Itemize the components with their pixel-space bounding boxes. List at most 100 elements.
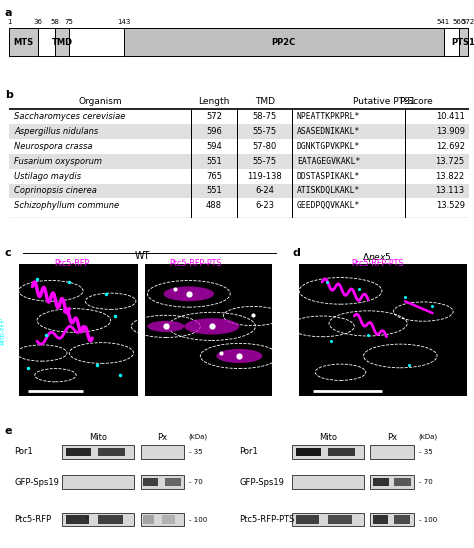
Bar: [9, 28, 469, 56]
Bar: [292, 513, 364, 526]
Text: Ptc5-RFP: Ptc5-RFP: [54, 259, 89, 268]
Text: Por1: Por1: [14, 447, 33, 456]
Bar: [98, 515, 123, 524]
Text: - 100: - 100: [189, 517, 207, 523]
Bar: [296, 448, 321, 456]
Bar: [154, 448, 160, 456]
Text: PTS1: PTS1: [452, 37, 474, 47]
Bar: [394, 478, 411, 487]
Bar: [394, 515, 410, 524]
Text: 12.692: 12.692: [436, 142, 465, 151]
Text: 119-138: 119-138: [247, 172, 282, 181]
Text: DDSTASPIKAKL*: DDSTASPIKAKL*: [297, 172, 360, 181]
Bar: [292, 476, 364, 489]
Text: P-Score: P-Score: [399, 98, 432, 106]
Text: 488: 488: [206, 201, 222, 210]
Text: TMD: TMD: [52, 37, 73, 47]
Text: 58-75: 58-75: [253, 112, 277, 121]
Bar: [459, 28, 468, 56]
Text: 13.725: 13.725: [436, 157, 465, 166]
Text: DGNKTGPVKPKL*: DGNKTGPVKPKL*: [297, 142, 360, 151]
Text: Coprinopsis cinerea: Coprinopsis cinerea: [14, 186, 97, 196]
Text: 572: 572: [206, 112, 222, 121]
Text: b: b: [5, 90, 13, 100]
Text: - 70: - 70: [419, 479, 432, 485]
Text: Fusarium oxysporum: Fusarium oxysporum: [14, 157, 102, 166]
Bar: [370, 445, 414, 459]
Text: 572: 572: [462, 19, 474, 25]
Ellipse shape: [164, 287, 214, 301]
Bar: [9, 139, 469, 154]
Bar: [9, 154, 469, 169]
Bar: [145, 264, 272, 396]
Text: TMD: TMD: [255, 98, 274, 106]
Bar: [370, 476, 414, 489]
Bar: [370, 513, 414, 526]
Text: Mito: Mito: [89, 433, 107, 442]
Bar: [163, 515, 175, 524]
Bar: [140, 513, 184, 526]
Text: Ptc5-RFP-PTS: Ptc5-RFP-PTS: [239, 515, 295, 524]
Text: d: d: [292, 248, 300, 258]
Text: 594: 594: [206, 142, 222, 151]
Text: 13.529: 13.529: [436, 201, 465, 210]
Bar: [292, 445, 364, 459]
Text: 55-75: 55-75: [253, 157, 277, 166]
Text: 560: 560: [452, 19, 465, 25]
Bar: [143, 515, 154, 524]
Text: 6-24: 6-24: [255, 186, 274, 196]
Text: 57-80: 57-80: [253, 142, 277, 151]
Ellipse shape: [184, 318, 239, 334]
Bar: [9, 198, 469, 213]
Text: Length: Length: [199, 98, 230, 106]
Text: Mito: Mito: [319, 433, 337, 442]
Text: Neurospora crassa: Neurospora crassa: [14, 142, 92, 151]
Bar: [299, 264, 467, 396]
Bar: [9, 124, 469, 139]
Ellipse shape: [147, 321, 184, 332]
Text: 551: 551: [206, 157, 222, 166]
Bar: [143, 478, 158, 487]
Text: $\Delta$$\it{pex5}$: $\Delta$$\it{pex5}$: [363, 251, 392, 264]
Text: 13.822: 13.822: [436, 172, 465, 181]
Bar: [373, 478, 389, 487]
Text: 1: 1: [7, 19, 12, 25]
Text: EATAGEGVKAKL*: EATAGEGVKAKL*: [297, 157, 360, 166]
Text: - 70: - 70: [189, 479, 202, 485]
Text: NPEATTKPKPRL*: NPEATTKPKPRL*: [297, 112, 360, 121]
Ellipse shape: [216, 349, 262, 363]
Text: Ptc5-RFP-PTS: Ptc5-RFP-PTS: [169, 259, 222, 268]
Bar: [9, 169, 469, 184]
Bar: [98, 448, 125, 456]
Text: GFP-Sps19: GFP-Sps19: [14, 478, 59, 487]
Bar: [9, 28, 37, 56]
Bar: [66, 448, 91, 456]
Text: Putative PTS1: Putative PTS1: [353, 98, 416, 106]
Text: - 35: - 35: [189, 449, 202, 455]
Text: Saccharomyces cerevisiae: Saccharomyces cerevisiae: [14, 112, 126, 121]
Text: 55-75: 55-75: [253, 127, 277, 136]
Text: Anti-YFP: Anti-YFP: [0, 317, 6, 345]
Bar: [55, 28, 69, 56]
Bar: [18, 264, 138, 396]
Text: (kDa): (kDa): [189, 433, 208, 439]
Text: 75: 75: [64, 19, 73, 25]
Text: 6-23: 6-23: [255, 201, 274, 210]
Bar: [9, 184, 469, 198]
Text: Ptc5-RFP: Ptc5-RFP: [14, 515, 51, 524]
Text: GFP-Sps19: GFP-Sps19: [239, 478, 284, 487]
Bar: [124, 28, 444, 56]
Text: Organism: Organism: [79, 98, 122, 106]
Bar: [296, 515, 319, 524]
Text: 541: 541: [437, 19, 450, 25]
Bar: [328, 515, 352, 524]
Text: 13.909: 13.909: [436, 127, 465, 136]
Text: 596: 596: [206, 127, 222, 136]
Text: (kDa): (kDa): [419, 433, 438, 439]
Bar: [328, 448, 355, 456]
Bar: [373, 515, 388, 524]
Text: c: c: [5, 248, 11, 258]
Text: 58: 58: [51, 19, 60, 25]
Text: Ustilago maydis: Ustilago maydis: [14, 172, 81, 181]
Text: 551: 551: [206, 186, 222, 196]
